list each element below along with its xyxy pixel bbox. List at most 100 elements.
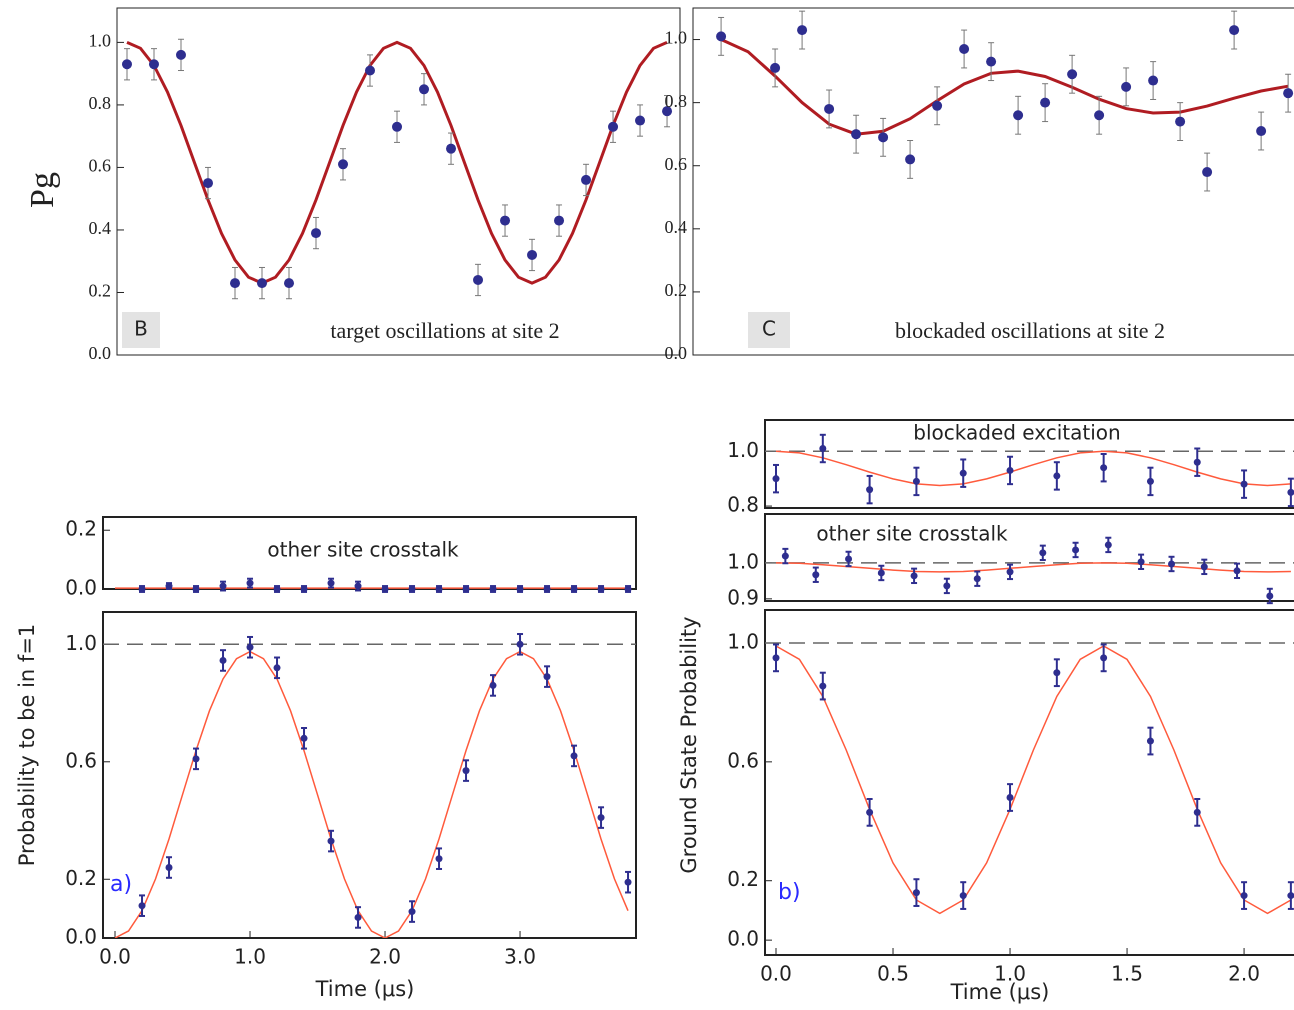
- data-point: [202, 178, 213, 189]
- x-tick-label: 0.0: [99, 945, 131, 969]
- y-tick-label: 0.0: [65, 925, 97, 949]
- data-point: [1233, 567, 1241, 575]
- y-tick-label: 0.4: [665, 217, 688, 237]
- plot-frame: [116, 7, 681, 356]
- data-point: [1040, 97, 1051, 108]
- data-point: [1100, 464, 1108, 472]
- data-point: [365, 65, 376, 76]
- data-point: [354, 582, 362, 590]
- data-point: [327, 837, 335, 845]
- data-point: [1148, 75, 1159, 86]
- data-point: [489, 585, 497, 593]
- x-tick-label: 1.0: [994, 962, 1026, 986]
- data-point: [500, 215, 511, 226]
- data-point: [716, 31, 727, 42]
- y-axis-label: Ground State Probability: [677, 616, 701, 873]
- data-point: [473, 274, 484, 285]
- data-point: [408, 585, 416, 593]
- data-point: [772, 475, 780, 483]
- data-point: [219, 656, 227, 664]
- y-tick-label: 1.0: [727, 549, 759, 573]
- panel-label-box: [748, 312, 790, 348]
- data-point: [1202, 167, 1213, 178]
- data-point: [543, 585, 551, 593]
- y-tick-label: 0.9: [727, 585, 759, 609]
- data-point: [273, 585, 281, 593]
- data-point: [1229, 25, 1240, 36]
- plot-frame: [102, 611, 637, 939]
- y-tick-label: 0.0: [65, 576, 97, 600]
- data-point: [138, 902, 146, 910]
- data-point: [300, 734, 308, 742]
- data-point: [408, 908, 416, 916]
- data-point: [866, 808, 874, 816]
- data-point: [1006, 794, 1014, 802]
- data-point: [959, 892, 967, 900]
- data-point: [489, 681, 497, 689]
- data-point: [527, 249, 538, 260]
- data-point: [772, 654, 780, 662]
- data-point: [986, 56, 997, 67]
- data-point: [138, 585, 146, 593]
- y-tick-label: 0.2: [89, 281, 112, 301]
- data-point: [624, 585, 632, 593]
- x-tick-label: 1.5: [1111, 962, 1143, 986]
- plot-frame: [764, 513, 1294, 602]
- annotation: blockaded excitation: [913, 421, 1120, 445]
- panel-label: B: [134, 317, 148, 341]
- data-point: [597, 814, 605, 822]
- data-point: [1053, 472, 1061, 480]
- data-point: [338, 159, 349, 170]
- data-point: [284, 278, 295, 289]
- y-tick-label: 1.0: [89, 31, 112, 51]
- data-point: [1006, 568, 1014, 576]
- annotation: blockaded oscillations at site 2: [895, 318, 1165, 343]
- annotation: other site crosstalk: [267, 538, 459, 562]
- data-point: [543, 673, 551, 681]
- data-point: [912, 477, 920, 485]
- data-point: [1287, 488, 1294, 496]
- data-point: [148, 59, 159, 70]
- x-tick-label: 3.0: [504, 945, 536, 969]
- data-point: [246, 579, 254, 587]
- x-tick-label: 1.0: [234, 945, 266, 969]
- data-point: [230, 278, 241, 289]
- data-point: [912, 889, 920, 897]
- data-point: [635, 115, 646, 126]
- data-point: [175, 49, 186, 60]
- data-point: [812, 571, 820, 579]
- data-point: [165, 864, 173, 872]
- y-tick-label: 0.6: [65, 748, 97, 772]
- y-tick-label: 1.0: [727, 629, 759, 653]
- data-point: [435, 585, 443, 593]
- data-point: [192, 755, 200, 763]
- fit-curve: [775, 450, 1291, 487]
- data-point: [581, 174, 592, 185]
- data-point: [1053, 669, 1061, 677]
- data-point: [273, 664, 281, 672]
- data-point: [1146, 737, 1154, 745]
- data-point: [392, 121, 403, 132]
- y-tick-label: 0.2: [65, 866, 97, 890]
- data-point: [192, 585, 200, 593]
- panel-label-box: [122, 312, 160, 348]
- data-point: [608, 121, 619, 132]
- x-tick-label: 2.0: [369, 945, 401, 969]
- x-axis-label: Time (μs): [315, 977, 415, 1001]
- y-tick-label: 0.2: [727, 867, 759, 891]
- data-point: [381, 585, 389, 593]
- data-point: [819, 445, 827, 453]
- data-point: [910, 572, 918, 580]
- data-point: [462, 585, 470, 593]
- plot-frame: [692, 7, 1294, 356]
- data-point: [845, 555, 853, 563]
- data-point: [932, 100, 943, 111]
- data-point: [959, 44, 970, 55]
- annotation: target oscillations at site 2: [330, 318, 559, 343]
- data-point: [354, 913, 362, 921]
- data-point: [446, 143, 457, 154]
- y-tick-label: 0.0: [727, 927, 759, 951]
- data-point: [1072, 546, 1080, 554]
- data-point: [570, 585, 578, 593]
- y-tick-label: 0.8: [89, 93, 112, 113]
